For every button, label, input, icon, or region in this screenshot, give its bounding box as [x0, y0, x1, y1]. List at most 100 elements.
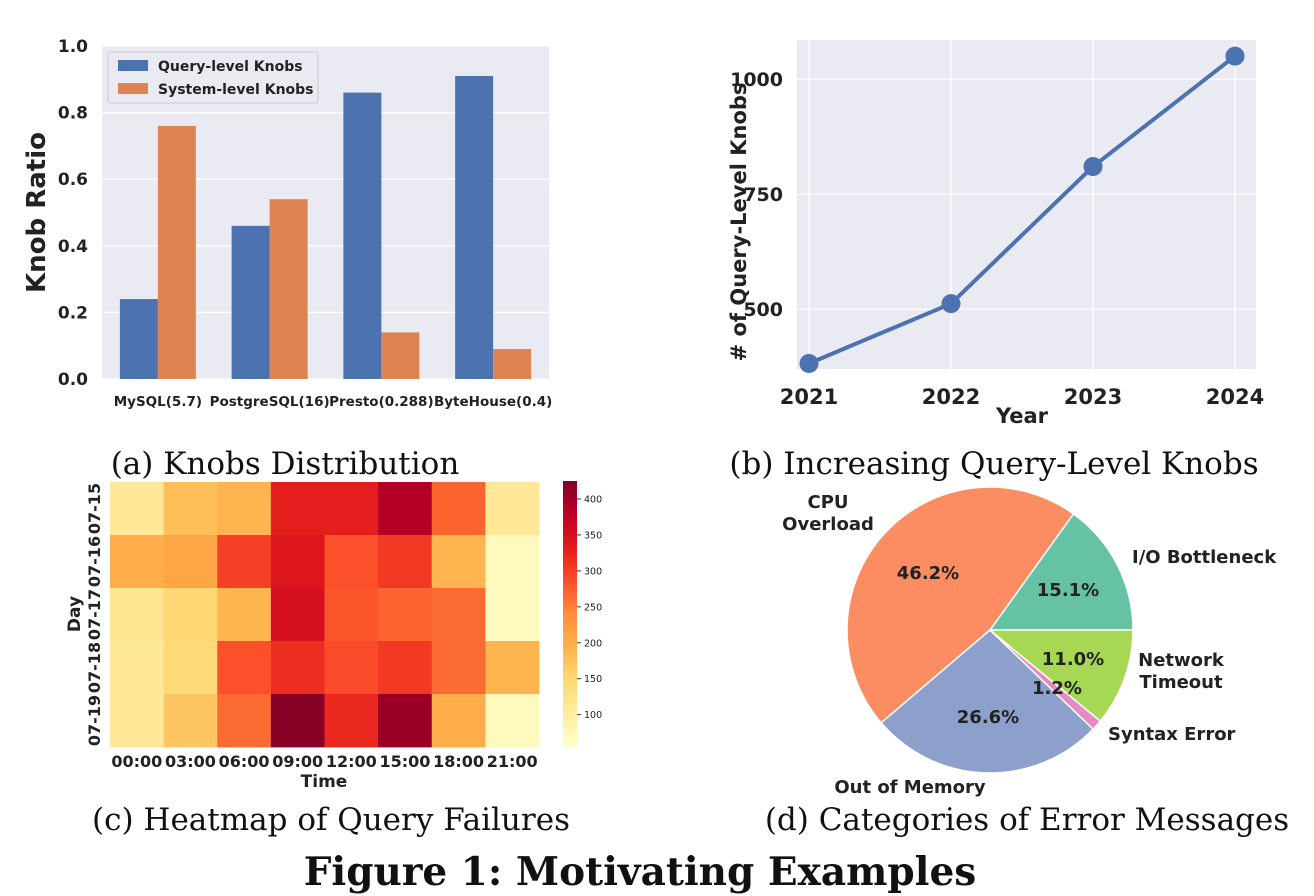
heatmap-cell: [110, 482, 165, 536]
series-line: [808, 54, 1237, 366]
heatmap-cell: [217, 641, 272, 695]
caption-a: (a) Knobs Distribution: [111, 446, 460, 482]
x-tick-label: Presto(0.288): [329, 394, 434, 410]
x-tick-label: PostgreSQL(16): [210, 394, 330, 410]
heatmap-cell: [431, 588, 486, 642]
bar-query: [343, 92, 382, 380]
heatmap-cell: [378, 694, 433, 748]
heatmap-cell: [324, 641, 379, 695]
heatmap-cell: [110, 641, 165, 695]
heatmap-cell: [217, 482, 272, 536]
heatmap-cell: [485, 482, 540, 536]
pie-label: I/O Bottleneck: [1132, 547, 1277, 568]
y-tick-label: 07-15: [85, 483, 104, 534]
x-axis-label: Time: [301, 772, 348, 792]
caption-d: (d) Categories of Error Messages: [765, 802, 1289, 838]
colorbar-tick-label: 100: [584, 710, 602, 721]
bar-system: [381, 332, 420, 379]
heatmap-cell: [324, 535, 379, 589]
pie-slice: [987, 629, 1134, 723]
bar-system: [157, 125, 196, 379]
y-axis-label: # of Query-Level Knobs: [727, 83, 751, 362]
legend-box: [107, 51, 319, 104]
heatmap-cell: [110, 694, 165, 748]
x-tick-label: 2022: [922, 385, 980, 409]
heatmap-cell: [270, 588, 325, 642]
heatmap-cell: [217, 588, 272, 642]
y-axis-label: Knob Ratio: [22, 132, 52, 293]
heatmap-cell: [324, 694, 379, 748]
y-tick-label: 750: [743, 184, 783, 206]
bar-query: [119, 299, 158, 379]
figure-title: Figure 1: Motivating Examples: [304, 849, 977, 895]
pie-label: Network Timeout: [1138, 650, 1225, 693]
y-tick-label: 1000: [730, 69, 783, 91]
data-point: [1225, 46, 1245, 66]
chart-c: 07-15 07-16 07-17 07-18 07-19 00:00 03:00 06:00…: [65, 481, 602, 838]
bar-system: [269, 199, 308, 379]
x-tick-label: 2024: [1206, 385, 1264, 409]
y-tick-label: 0.8: [58, 104, 88, 124]
heatmap-cell: [217, 694, 272, 748]
chart-b: 500 750 1000 2021 2022 2023 2024 Year # of Query…: [727, 40, 1264, 482]
chart-a: 0.0 0.2 0.4 0.6 0.8 1.0 MySQL(5.7) PostgreSQL(1…: [22, 37, 552, 482]
y-tick-label: 0.0: [58, 370, 88, 390]
data-point: [941, 294, 961, 314]
y-tick-label: 07-17: [85, 589, 104, 640]
heatmap-cell: [485, 535, 540, 589]
x-tick-label: ByteHouse(0.4): [434, 394, 552, 410]
heatmap-cell: [378, 641, 433, 695]
pie-label-line: CPU: [807, 492, 848, 513]
y-tick-label: 0.2: [58, 303, 88, 323]
pie-pct-label: 46.2%: [897, 563, 959, 584]
y-axis-label: Day: [65, 596, 85, 632]
pie-slice: [880, 628, 1095, 774]
heatmap-cell: [485, 641, 540, 695]
y-tick-label: 07-16: [85, 536, 104, 587]
x-tick-label: 2021: [780, 385, 838, 409]
caption-b: (b) Increasing Query-Level Knobs: [729, 446, 1258, 482]
x-tick-label: 18:00: [433, 752, 484, 771]
pie-pct-label: 11.0%: [1042, 649, 1104, 670]
x-tick-label: 00:00: [111, 752, 162, 771]
pie-pct-label: 15.1%: [1037, 580, 1099, 601]
legend-swatch: [118, 60, 148, 71]
heatmap-cell: [431, 535, 486, 589]
x-tick-label: 21:00: [487, 752, 538, 771]
heatmap-cell: [163, 482, 218, 536]
legend-label: Query-level Knobs: [158, 59, 303, 75]
bar-system: [493, 349, 532, 379]
y-tick-label: 07-19: [85, 695, 104, 746]
colorbar: [563, 481, 577, 747]
y-tick-label: 0.6: [58, 170, 88, 190]
x-tick-label: 12:00: [326, 752, 377, 771]
heatmap-cell: [485, 694, 540, 748]
heatmap-cell: [324, 482, 379, 536]
heatmap-cell: [163, 588, 218, 642]
colorbar-tick-label: 400: [584, 494, 602, 505]
y-tick-label: 500: [743, 299, 783, 321]
colorbar-tick-label: 150: [584, 674, 602, 685]
chart-d: 15.1% 46.2% 26.6% 1.2% 11.0% I/O Bottleneck CP…: [765, 486, 1289, 838]
heatmap-cell: [378, 482, 433, 536]
heatmap-cell: [270, 482, 325, 536]
heatmap-cell: [270, 694, 325, 748]
heatmap-cell: [431, 482, 486, 536]
bar-query: [455, 75, 494, 379]
x-tick-label: 15:00: [379, 752, 430, 771]
heatmap-cell: [378, 535, 433, 589]
pie-slice: [988, 512, 1134, 631]
heatmap-cell: [163, 641, 218, 695]
x-tick-label: 2023: [1064, 385, 1122, 409]
pie-label: Out of Memory: [834, 777, 986, 798]
data-point: [1083, 157, 1103, 177]
y-tick-label: 1.0: [58, 37, 88, 57]
colorbar-tick-label: 300: [584, 566, 602, 577]
pie-slice: [846, 486, 1075, 724]
plot-area: [797, 40, 1256, 369]
legend-label: System-level Knobs: [158, 82, 314, 98]
heatmap-cell: [110, 535, 165, 589]
x-tick-label: 06:00: [219, 752, 270, 771]
caption-c: (c) Heatmap of Query Failures: [92, 802, 570, 838]
